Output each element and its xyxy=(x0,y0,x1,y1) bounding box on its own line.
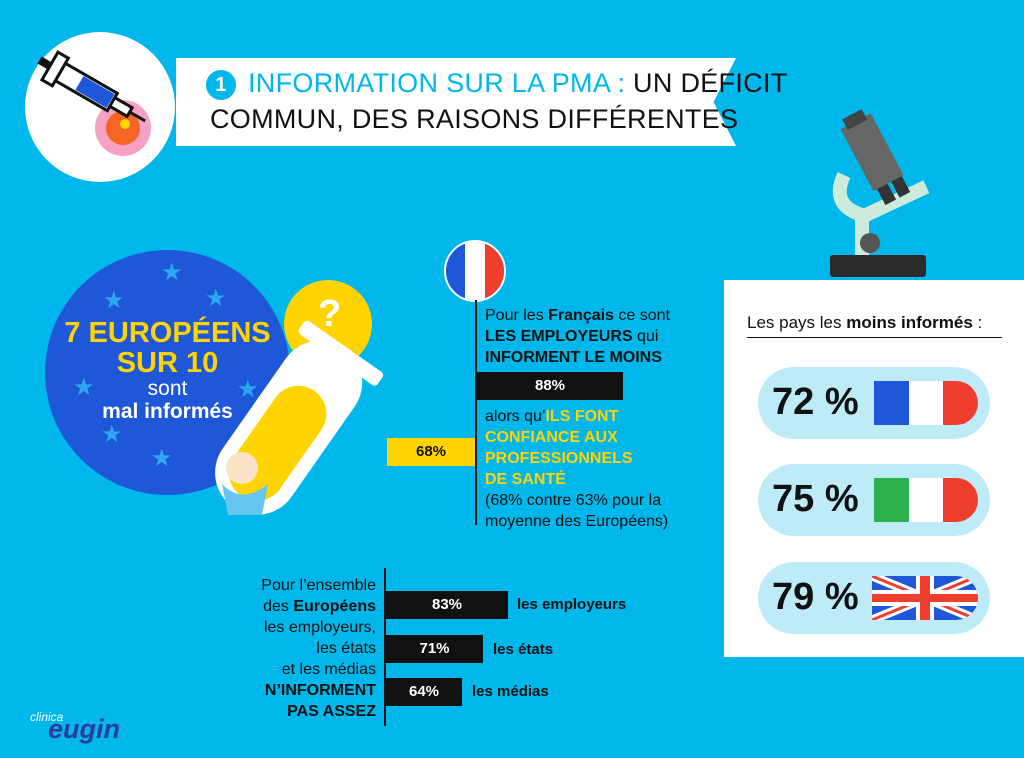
france-flag-icon xyxy=(444,240,506,302)
syringe-illustration xyxy=(25,32,175,182)
fr-t7: alors qu’ xyxy=(485,408,546,425)
panel-title-c: : xyxy=(972,313,983,332)
fr-t2: Français xyxy=(548,307,614,324)
panel-title-b: moins informés xyxy=(846,313,973,332)
europe-stat-line3: sont xyxy=(147,377,188,400)
svg-text:★: ★ xyxy=(73,373,95,401)
country-pct-france: 72 % xyxy=(772,381,859,423)
question-mark: ? xyxy=(318,293,342,335)
logo-eugin: eugin xyxy=(48,714,120,744)
panel-title: Les pays les moins informés : xyxy=(747,313,982,333)
microscope-icon xyxy=(820,105,940,290)
fr-t4: LES EMPLOYEURS xyxy=(485,328,633,345)
logo-clinica: clinica xyxy=(30,710,64,724)
fr-t13: moyenne des Européens) xyxy=(485,513,669,530)
eur-l3: les employeurs, xyxy=(263,619,376,636)
fr-t12: (68% contre 63% pour la xyxy=(485,492,662,509)
europeans-label-medias: les médias xyxy=(472,683,549,700)
country-pct-italy: 75 % xyxy=(772,478,859,520)
europeans-axis-line xyxy=(384,568,386,726)
europeans-bar-medias: 64% xyxy=(386,678,462,706)
svg-text:★: ★ xyxy=(151,444,173,472)
svg-text:★: ★ xyxy=(237,375,259,403)
svg-text:★: ★ xyxy=(103,286,125,314)
eur-l2a: des xyxy=(263,598,294,615)
france-axis-line xyxy=(475,300,477,525)
eur-l4: les états xyxy=(316,640,376,657)
eur-l5: et les médias xyxy=(281,661,376,678)
fr-t10: PROFESSIONNELS xyxy=(485,450,633,467)
europe-stat-line4: mal informés xyxy=(102,400,233,423)
panel-divider xyxy=(747,337,1002,338)
fr-t11: DE SANTÉ xyxy=(485,471,566,488)
fr-t9: CONFIANCE AUX xyxy=(485,429,618,446)
europeans-text: Pour l’ensemble des Européens les employ… xyxy=(230,575,376,722)
title-rest: UN DÉFICIT xyxy=(625,68,788,98)
europe-stat: 7 EUROPÉENS SUR 10 sont mal informés xyxy=(45,318,290,424)
svg-text:★: ★ xyxy=(161,258,183,286)
france-trust-text: alors qu’ILS FONT CONFIANCE AUX PROFESSI… xyxy=(485,406,695,532)
eur-l7: PAS ASSEZ xyxy=(287,703,376,720)
uk-flag xyxy=(872,576,978,620)
svg-text:★: ★ xyxy=(101,420,123,448)
fr-t5: qui xyxy=(632,328,659,345)
europeans-bar-employeurs: 83% xyxy=(386,591,508,619)
section-number: 1 xyxy=(206,69,236,100)
eur-l1: Pour l’ensemble xyxy=(261,577,376,594)
france-employeurs-bar: 88% xyxy=(477,372,623,400)
fr-t6: INFORMENT LE MOINS xyxy=(485,349,662,366)
eur-l6: N’INFORMENT xyxy=(264,682,376,699)
fr-t3: ce sont xyxy=(613,307,670,324)
france-flag xyxy=(874,381,978,425)
panel-title-a: Les pays les xyxy=(747,313,847,332)
title-banner xyxy=(176,58,736,146)
fr-t1: Pour les xyxy=(485,307,549,324)
europeans-bar-etats: 71% xyxy=(386,635,483,663)
europeans-label-employeurs: les employeurs xyxy=(517,596,627,613)
fr-t8: ILS FONT xyxy=(545,408,619,425)
europeans-label-etats: les états xyxy=(493,641,554,658)
title-accent: INFORMATION SUR LA PMA : xyxy=(248,68,626,98)
page-title: 1 INFORMATION SUR LA PMA : UN DÉFICIT xyxy=(206,68,788,100)
europe-stat-line2: SUR 10 xyxy=(116,347,219,379)
eur-l2b: Européens xyxy=(293,598,376,615)
europe-stat-line1: 7 EUROPÉENS xyxy=(64,317,271,349)
test-tube-illustration xyxy=(170,270,390,565)
italy-flag xyxy=(874,478,978,522)
france-intro-text: Pour les Français ce sont LES EMPLOYEURS… xyxy=(485,305,695,368)
france-sante-bar: 68% xyxy=(387,438,475,466)
country-pct-uk: 79 % xyxy=(772,576,859,618)
page-title-line2: COMMUN, DES RAISONS DIFFÉRENTES xyxy=(210,104,739,134)
svg-text:★: ★ xyxy=(205,284,227,312)
